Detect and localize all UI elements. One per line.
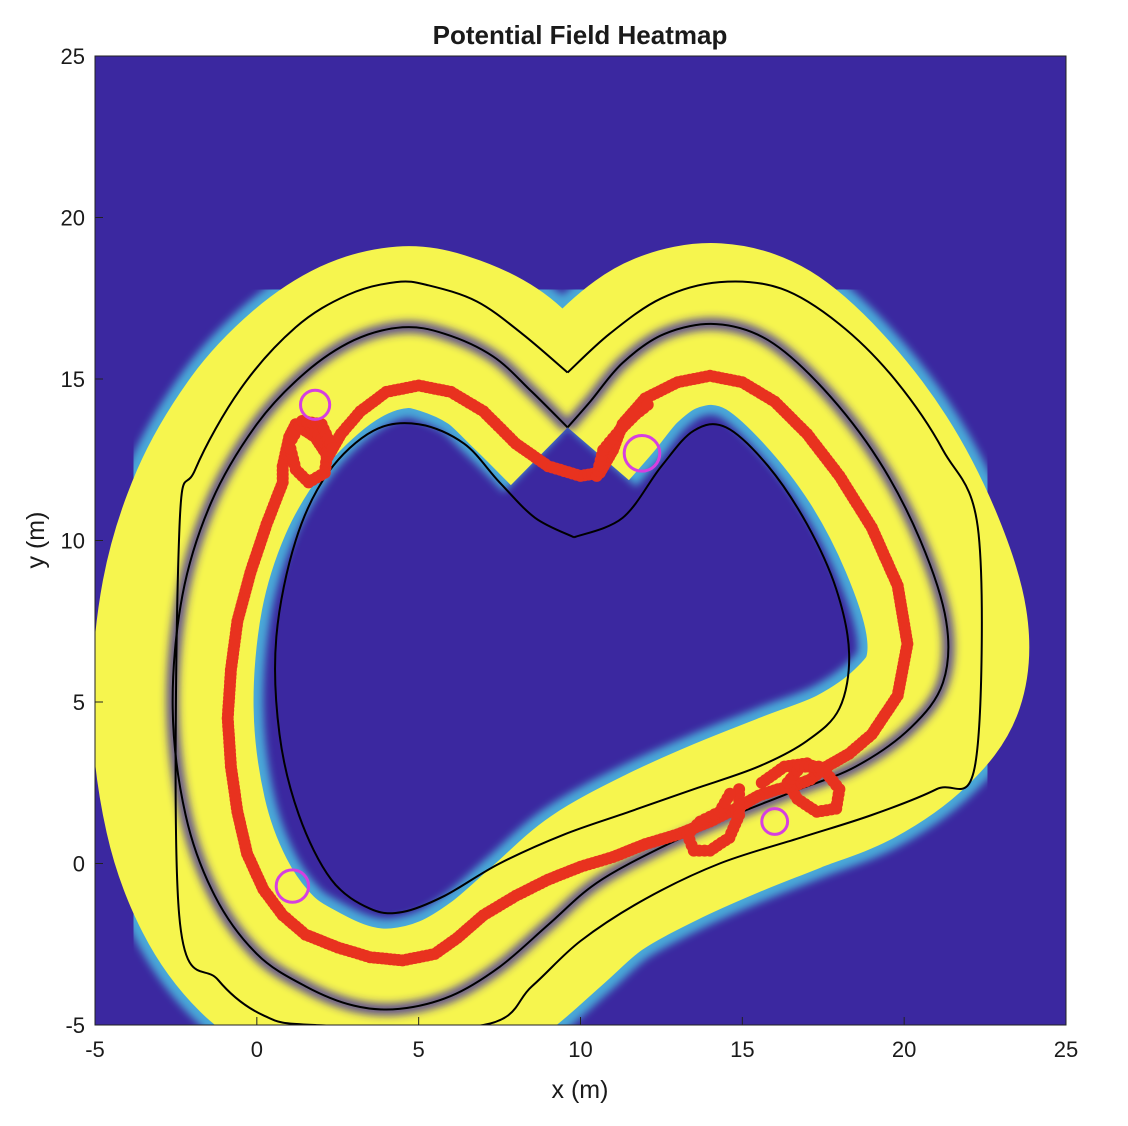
x-tick-label: 5 <box>413 1037 425 1062</box>
inner-boundary-line <box>274 422 851 915</box>
y-tick-label: 20 <box>61 206 85 231</box>
obstacle-marker <box>622 434 662 473</box>
trajectory-point <box>641 398 654 411</box>
x-axis-label: x (m) <box>552 1076 609 1104</box>
obstacles <box>274 388 790 904</box>
x-tick-label: 20 <box>892 1037 916 1062</box>
y-tick-label: 25 <box>61 44 85 69</box>
x-axis-ticks: -5 0 5 10 15 20 25 <box>85 1017 1078 1062</box>
y-tick-label: -5 <box>65 1013 85 1038</box>
trajectory-point <box>724 787 736 800</box>
y-tick-label: 15 <box>61 367 85 392</box>
y-tick-label: 0 <box>73 852 85 877</box>
x-tick-label: 0 <box>251 1037 263 1062</box>
obstacle-marker <box>299 388 332 421</box>
centerline <box>171 322 950 1011</box>
outer-boundary-line <box>174 280 983 1025</box>
x-tick-label: 10 <box>568 1037 592 1062</box>
y-tick-label: 10 <box>61 529 85 554</box>
y-axis-label: y (m) <box>22 512 50 569</box>
obstacle-marker <box>760 807 790 836</box>
x-tick-label: 25 <box>1054 1037 1078 1062</box>
x-tick-label: -5 <box>85 1037 105 1062</box>
trajectory-point <box>326 442 339 455</box>
chart-title: Potential Field Heatmap <box>433 20 728 50</box>
trajectory-point <box>812 760 825 773</box>
x-tick-label: 15 <box>730 1037 754 1062</box>
obstacle-marker <box>274 868 311 904</box>
y-axis-ticks: -5 0 5 10 15 20 25 <box>61 44 103 1038</box>
potential-field <box>95 233 1040 1025</box>
y-tick-label: 5 <box>73 690 85 715</box>
trajectory-point <box>276 464 289 477</box>
trajectory <box>221 369 914 967</box>
